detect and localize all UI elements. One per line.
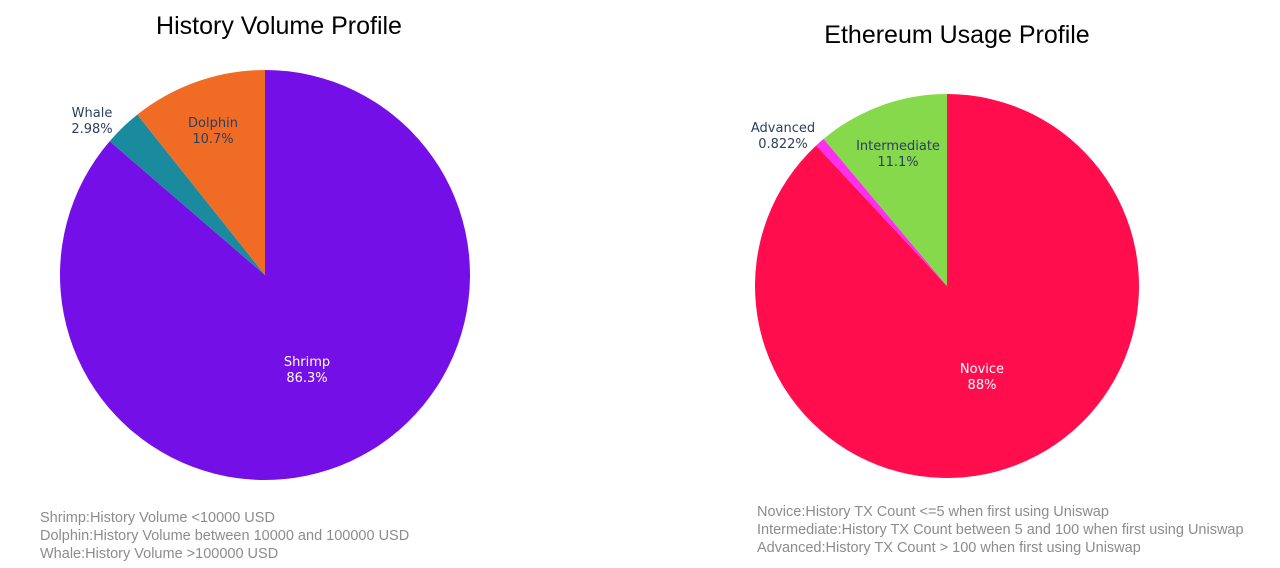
slice-value-intermediate: 11.1% bbox=[877, 155, 918, 170]
note-intermediate: Intermediate:History TX Count between 5 … bbox=[757, 522, 1244, 538]
note-shrimp: Shrimp:History Volume <10000 USD bbox=[40, 510, 275, 526]
history-volume-title: History Volume Profile bbox=[156, 12, 402, 40]
slice-value-advanced: 0.822% bbox=[758, 137, 808, 152]
pie-slice-novice bbox=[755, 94, 1139, 478]
pie-slice-dolphin bbox=[137, 70, 265, 275]
slice-value-novice: 88% bbox=[968, 378, 997, 393]
slice-label-dolphin: Dolphin bbox=[188, 116, 238, 131]
note-whale: Whale:History Volume >100000 USD bbox=[40, 546, 279, 562]
pie-slice-whale bbox=[109, 114, 265, 276]
ethereum-usage-title: Ethereum Usage Profile bbox=[824, 21, 1090, 49]
slice-label-whale: Whale bbox=[72, 106, 113, 121]
note-dolphin: Dolphin:History Volume between 10000 and… bbox=[40, 528, 410, 544]
pie-slice-advanced bbox=[816, 138, 947, 286]
slice-value-shrimp: 86.3% bbox=[286, 371, 327, 386]
note-advanced: Advanced:History TX Count > 100 when fir… bbox=[757, 540, 1141, 556]
pie-slice-intermediate bbox=[823, 94, 947, 286]
history-volume-notes: Shrimp:History Volume <10000 USD Dolphin… bbox=[40, 509, 409, 563]
slice-label-novice: Novice bbox=[960, 362, 1004, 377]
slice-value-dolphin: 10.7% bbox=[192, 132, 233, 147]
slice-label-shrimp: Shrimp bbox=[284, 355, 330, 370]
ethereum-usage-notes: Novice:History TX Count <=5 when first u… bbox=[757, 503, 1244, 557]
slice-label-intermediate: Intermediate bbox=[856, 139, 940, 154]
slice-value-whale: 2.98% bbox=[71, 122, 112, 137]
note-novice: Novice:History TX Count <=5 when first u… bbox=[757, 504, 1109, 520]
slice-label-advanced: Advanced bbox=[751, 121, 815, 136]
